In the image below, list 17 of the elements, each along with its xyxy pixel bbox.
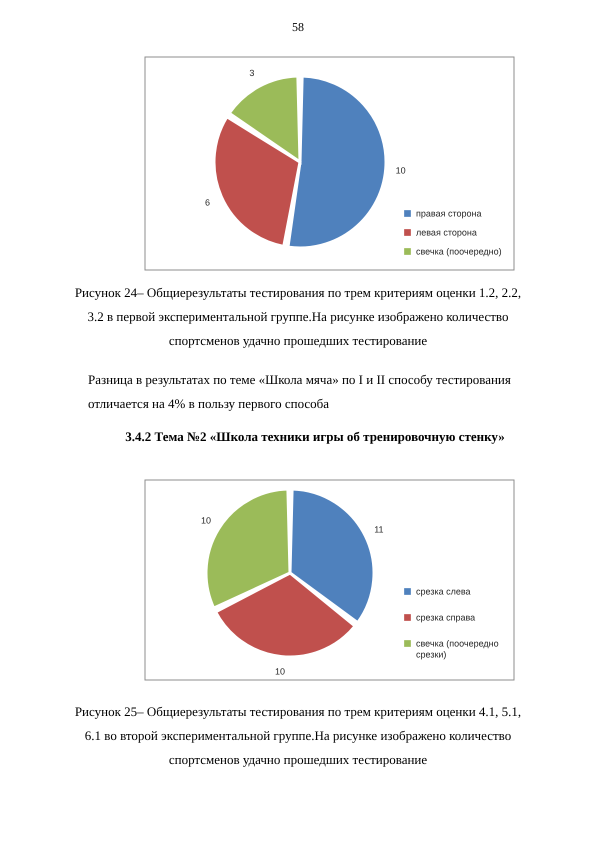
data-label: 10 bbox=[200, 516, 211, 526]
legend-label: свечка (поочередно) bbox=[416, 246, 502, 256]
text: 58 bbox=[292, 20, 304, 34]
text: Рисунок 24– Общиерезультаты тестирования по трем критериям оценки 1.2, 2.2, 3.2 в первой экспериментальной группе.На рисунке изображено количество спортсменов удачно прошедших тестирование bbox=[74, 285, 522, 348]
data-label: 11 bbox=[374, 524, 384, 534]
legend-label: свечка (поочередно срезки) bbox=[416, 638, 499, 660]
data-label: 10 bbox=[396, 165, 406, 176]
legend-label: срезка слева bbox=[416, 586, 471, 596]
text: Рисунок 25– Общиерезультаты тестирования по трем критериям оценки 4.1, 5.1, 6.1 во второй экспериментальной группе.На рисунке изображено количество спортсменов удачно прошедших тестирование bbox=[74, 704, 522, 767]
text: Разница в результатах по теме «Школа мяча» по I и II способу тестирования отличается на 4% в пользу первого способа bbox=[88, 372, 511, 411]
data-label: 6 bbox=[205, 198, 210, 208]
legend-label: правая сторона bbox=[416, 208, 482, 218]
data-label: 3 bbox=[249, 68, 254, 78]
legend-label: левая сторона bbox=[416, 228, 477, 238]
data-label: 10 bbox=[274, 666, 285, 676]
chart-title: 3.4.2 Тема №2 «Школа техники игры об тренировочную стенку» bbox=[125, 429, 505, 444]
legend-label: срезка справа bbox=[416, 612, 476, 622]
